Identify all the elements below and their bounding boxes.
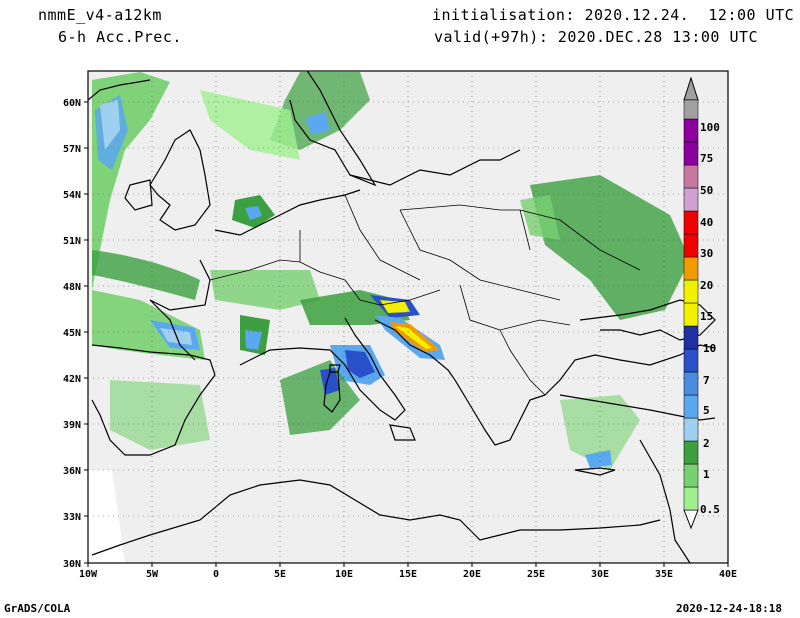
colorbar-swatch [683, 325, 699, 350]
colorbar-swatch [683, 233, 699, 258]
colorbar-swatch [683, 99, 699, 120]
lon-label: 30E [591, 569, 609, 580]
lat-label: 45N [63, 328, 81, 339]
precip-field [92, 72, 690, 470]
colorbar-swatch [683, 256, 699, 281]
lon-label: 5W [146, 569, 159, 580]
colorbar-swatch [683, 164, 699, 189]
lon-labels: 10W 5W 0 5E 10E 15E 20E 25E 30E 35E 40E [79, 569, 737, 580]
lat-label: 54N [63, 190, 81, 201]
colorbar-swatch [683, 371, 699, 396]
axis-ticks [84, 101, 729, 567]
lat-label: 57N [63, 144, 81, 155]
lon-label: 5E [274, 569, 286, 580]
legend-label: 10 [703, 342, 716, 355]
field-name: 6-h Acc.Prec. [58, 28, 182, 46]
model-name: nmmE_v4-a12km [38, 6, 162, 24]
legend-label: 30 [700, 247, 713, 260]
lon-label: 35E [655, 569, 673, 580]
legend-label: 20 [700, 279, 713, 292]
legend-label: 75 [700, 152, 713, 165]
lat-label: 33N [63, 512, 81, 523]
lon-label: 40E [719, 569, 737, 580]
colorbar-swatch [683, 118, 699, 143]
lon-label: 10E [335, 569, 353, 580]
lon-label: 25E [527, 569, 545, 580]
colorbar-swatch [683, 440, 699, 465]
lat-label: 42N [63, 374, 81, 385]
colorbar-swatch [683, 302, 699, 327]
colorbar-swatch [683, 463, 699, 488]
borders [209, 194, 641, 396]
legend-label: 40 [700, 216, 713, 229]
init-time: initialisation: 2020.12.24. 12:00 UTC [432, 6, 795, 24]
legend-label: 1 [703, 468, 710, 481]
lon-label: 10W [79, 569, 98, 580]
lat-label: 60N [63, 98, 81, 109]
lat-labels: 60N 57N 54N 51N 48N 45N 42N 39N 36N 33N … [63, 98, 81, 570]
legend-label: 2 [703, 437, 710, 450]
colorbar-swatch [683, 394, 699, 419]
legend-label: 100 [700, 121, 720, 134]
colorbar-swatch [683, 187, 699, 212]
colorbar [683, 76, 699, 530]
legend-label: 5 [703, 404, 710, 417]
colorbar-labels: 0.5 1 2 5 7 10 15 20 30 40 50 75 100 [700, 121, 720, 516]
lon-label: 15E [399, 569, 417, 580]
legend-label: 7 [703, 374, 710, 387]
valid-time: valid(+97h): 2020.DEC.28 13:00 UTC [434, 28, 759, 46]
lat-label: 39N [63, 420, 81, 431]
footer-credit: GrADS/COLA [4, 602, 71, 615]
legend-label: 0.5 [700, 503, 720, 516]
colorbar-swatch [683, 141, 699, 166]
lat-label: 36N [63, 466, 81, 477]
legend-label: 50 [700, 184, 713, 197]
footer-timestamp: 2020-12-24-18:18 [676, 602, 782, 615]
colorbar-swatch [683, 279, 699, 304]
lat-label: 51N [63, 236, 81, 247]
colorbar-swatch [683, 348, 699, 373]
gridlines [88, 71, 728, 563]
legend-label: 15 [700, 310, 713, 323]
lat-label: 48N [63, 282, 81, 293]
colorbar-swatch [683, 417, 699, 442]
colorbar-swatch [683, 486, 699, 511]
lon-label: 20E [463, 569, 481, 580]
colorbar-swatch [683, 210, 699, 235]
lat-label: 30N [63, 559, 81, 570]
coastlines [88, 71, 716, 563]
lon-label: 0 [213, 569, 219, 580]
